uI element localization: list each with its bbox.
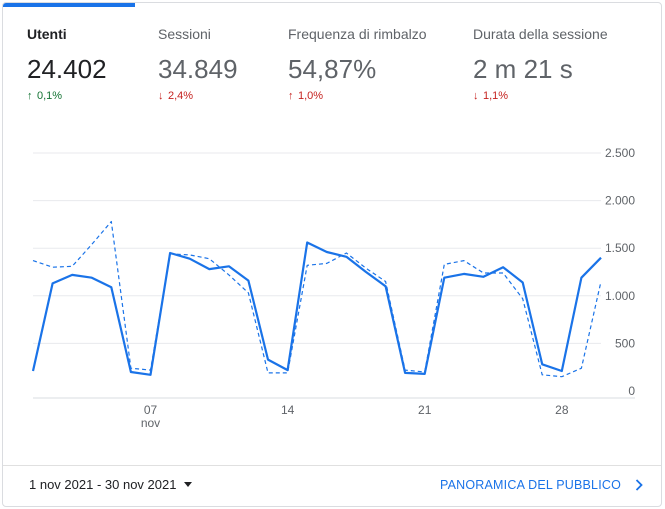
metric-label: Frequenza di rimbalzo <box>288 26 427 42</box>
footer-divider <box>3 465 661 466</box>
y-tick-label: 500 <box>615 336 635 350</box>
metric-value: 24.402 <box>27 54 107 84</box>
audience-overview-link[interactable]: PANORAMICA DEL PUBBLICO <box>440 478 643 492</box>
arrow-down-icon: ↓ <box>158 90 164 102</box>
metric-value: 34.849 <box>158 54 238 84</box>
x-tick-label: 14 <box>281 403 295 417</box>
x-tick-sublabel: nov <box>141 416 160 430</box>
metric-label: Sessioni <box>158 26 211 42</box>
metric-delta-value: 1,0% <box>298 90 324 102</box>
metric-delta: ↓ 1,1% <box>473 89 608 103</box>
y-tick-label: 2.000 <box>605 194 635 208</box>
x-tick-label: 21 <box>418 403 432 417</box>
date-range-dropdown[interactable]: 1 nov 2021 - 30 nov 2021 <box>29 477 193 492</box>
arrow-up-icon: ↑ <box>27 90 33 102</box>
users-series-line <box>31 241 602 376</box>
metric-tab-bounce-rate[interactable]: Frequenza di rimbalzo 54,87% ↑ 1,0% <box>288 25 427 103</box>
y-tick-label: 2.500 <box>605 146 635 160</box>
comparison-series-line <box>32 220 602 378</box>
metric-delta-value: 0,1% <box>37 90 63 102</box>
metric-delta: ↓ 2,4% <box>158 89 238 103</box>
metric-value: 54,87% <box>288 54 377 84</box>
audience-overview-label: PANORAMICA DEL PUBBLICO <box>440 478 622 492</box>
metric-value: 2 m 21 s <box>473 54 573 84</box>
date-range-label: 1 nov 2021 - 30 nov 2021 <box>29 477 177 492</box>
y-tick-label: 1.000 <box>605 289 635 303</box>
metric-delta: ↑ 0,1% <box>27 89 107 103</box>
metric-delta-value: 1,1% <box>483 90 509 102</box>
metric-tab-session-duration[interactable]: Durata della sessione 2 m 21 s ↓ 1,1% <box>473 25 608 103</box>
metric-label: Durata della sessione <box>473 26 608 42</box>
active-metric-indicator <box>3 3 135 7</box>
metric-tab-users[interactable]: Utenti 24.402 ↑ 0,1% <box>27 25 107 103</box>
metric-tab-sessions[interactable]: Sessioni 34.849 ↓ 2,4% <box>158 25 238 103</box>
x-tick-label: 28 <box>555 403 569 417</box>
y-tick-label: 1.500 <box>605 241 635 255</box>
arrow-down-icon: ↓ <box>473 90 479 102</box>
arrow-up-icon: ↑ <box>288 90 294 102</box>
y-tick-label: 0 <box>628 384 635 398</box>
x-tick-label: 07 <box>144 403 158 417</box>
metric-delta: ↑ 1,0% <box>288 89 427 103</box>
metric-label: Utenti <box>27 26 67 42</box>
metric-delta-value: 2,4% <box>168 90 194 102</box>
caret-down-icon <box>184 482 193 487</box>
chevron-right-icon <box>635 479 643 491</box>
